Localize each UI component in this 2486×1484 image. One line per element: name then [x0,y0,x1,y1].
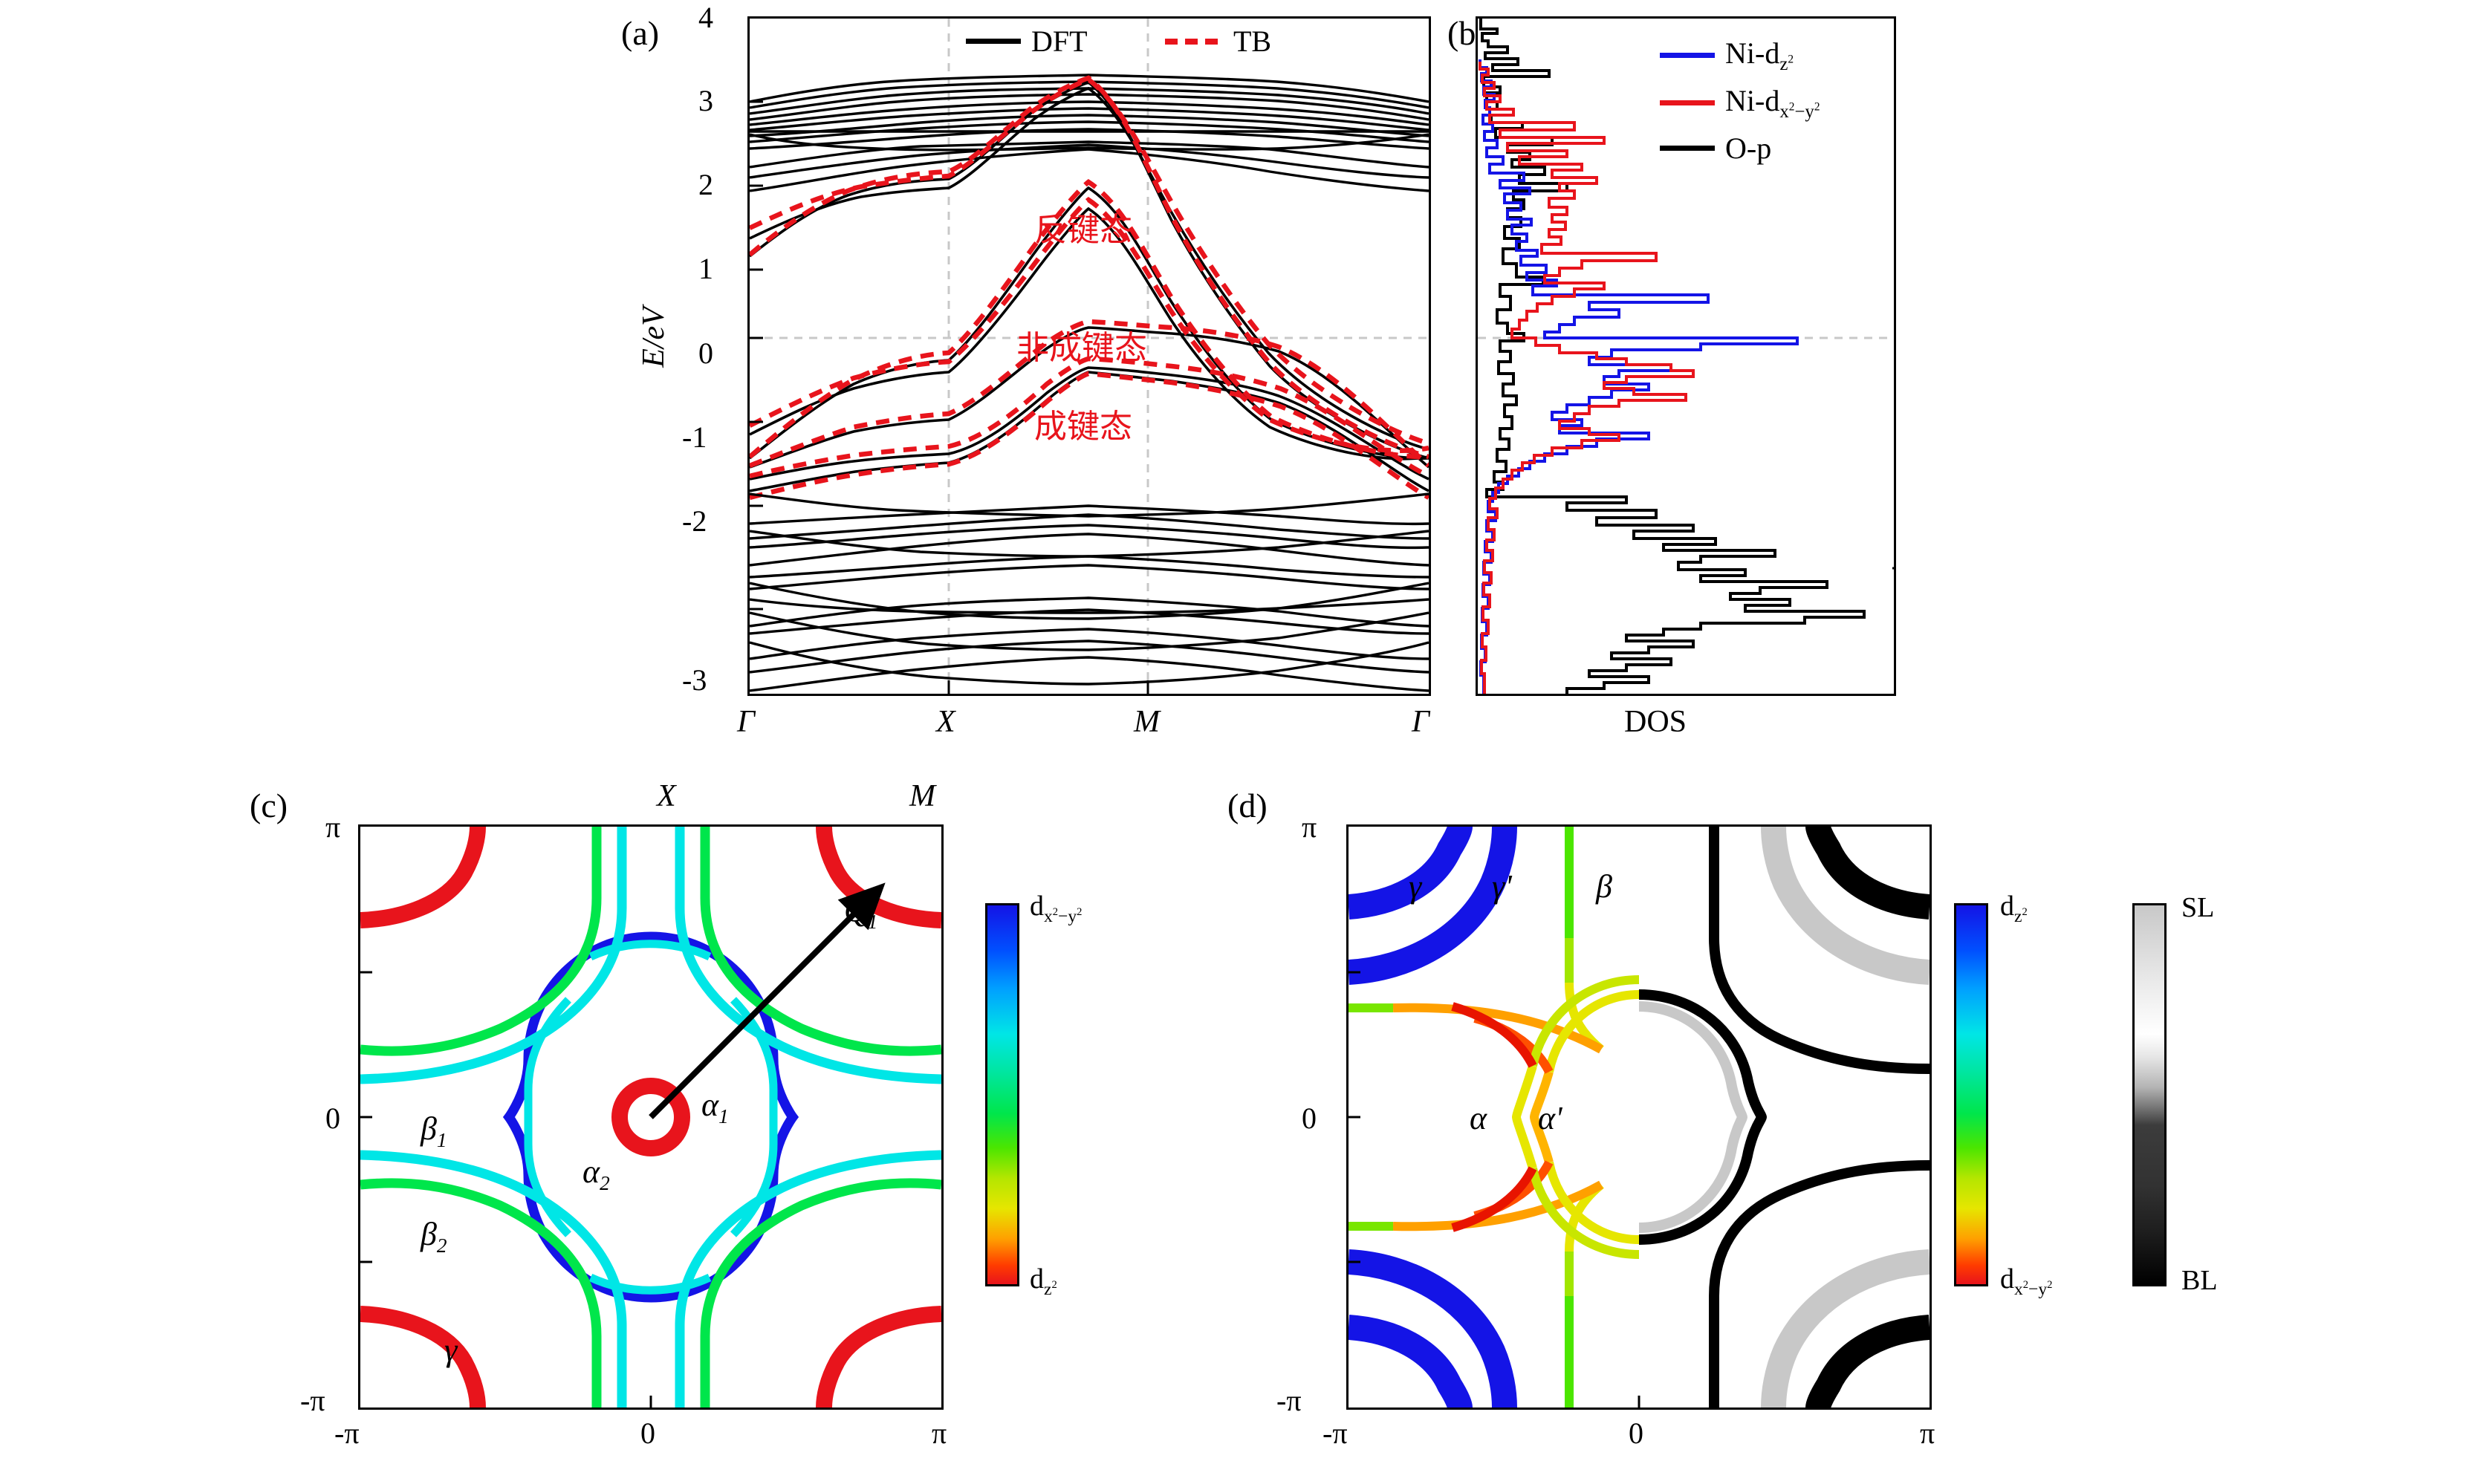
panel-d-xtick-pi: π [1920,1416,1935,1450]
panel-d-ytick-pi: π [1302,810,1317,844]
panel-c-ytick-mpi: -π [300,1384,325,1417]
dft-legend-label: DFT [1031,25,1088,58]
panel-a-ytick-3: 3 [698,84,713,117]
panel-b-dos [1478,19,1894,694]
panel-d-colorbar-layer-top-label: SL [2181,892,2215,923]
panel-a-xtick-gamma2: Γ [1412,705,1429,739]
panel-c-ytick-0: 0 [325,1101,340,1135]
panel-b-xlabel: DOS [1624,705,1687,739]
ni-dz2-swatch [1660,53,1715,58]
panel-c-colorbar-top-label: dx2−y2 [1030,891,1083,926]
panel-d-label-gamma: γ [1409,868,1422,905]
panel-d-label-beta: β [1596,868,1612,905]
panel-c-label-alpha1: α1 [701,1087,729,1127]
tb-line-swatch [1165,38,1223,45]
panel-a-xtick-x: X [936,705,955,739]
sl-pocket-br [1761,1249,1930,1407]
sl-alpha-sheet [1638,1001,1748,1233]
gamma-pocket-tl [1349,827,1517,985]
panel-c-label-alpha2: α2 [582,1153,610,1194]
ni-dx2y2-swatch [1660,100,1715,105]
panel-c-colorbar [985,903,1019,1286]
panel-c-xtick-mpi: -π [334,1416,360,1450]
panel-c-ytick-pi: π [325,810,341,844]
q1-arrow [649,882,886,1119]
panel-d-label-gamma-prime: γ' [1492,868,1512,905]
panel-a-plot-frame [747,16,1431,696]
panel-a-legend-dft: DFT [966,24,1088,59]
panel-d-plot-frame [1346,824,1932,1410]
panel-d-label-alpha-prime: α' [1538,1100,1562,1136]
alpha-prime-sheet-d [1451,975,1640,1259]
panel-a-xtick-gamma1: Γ [737,705,755,739]
beta2-sheet [360,827,941,1407]
panel-c-tag: (c) [250,787,288,824]
panel-d-colorbar-layer-bottom-label: BL [2181,1265,2218,1296]
panel-b-legend-o-p: O-p [1660,131,1771,166]
panel-c-xtick-0: 0 [640,1416,655,1450]
panel-d-ytick-mpi: -π [1276,1384,1302,1417]
alpha1-sheet [611,1078,690,1156]
tb-legend-label: TB [1233,25,1272,58]
panel-a-ytick-m2: -2 [682,504,707,538]
panel-d-fermi-surface [1349,827,1930,1407]
panel-c-label-q1: Q1 [844,892,878,933]
panel-c-fermi-surface [360,827,941,1407]
panel-c-colorbar-bottom-label: dz2 [1030,1263,1057,1299]
panel-a-ytick-m1: -1 [682,420,707,454]
panel-d-xtick-0: 0 [1629,1416,1643,1450]
panel-c-xtick-pi: π [932,1416,947,1450]
panel-a-ytick-1: 1 [698,252,713,285]
panel-c-label-beta2: β2 [421,1216,447,1257]
panel-c-plot-frame [358,824,944,1410]
panel-a-ytick-m3: -3 [682,663,707,697]
panel-d-colorbar-layer [2132,903,2167,1286]
panel-a-ylabel: E/eV [637,307,671,368]
gamma-pocket-bl [1349,1249,1517,1407]
bl-pocket-tr [1805,827,1930,920]
annotation-bonding: 成键态 [1034,408,1132,446]
panel-a-tag: (a) [621,14,660,52]
panel-b-legend-ni-dz2: Ni-dz2 [1660,36,1794,75]
ni-dz2-legend-label: Ni-dz2 [1725,36,1794,74]
annotation-nonbonding: 非成键态 [1016,329,1147,367]
panel-d-colorbar-orbital [1954,903,1988,1286]
panel-c-label-beta1: β1 [421,1110,447,1151]
beta1-sheet [360,827,941,1407]
o-p-legend-label: O-p [1725,131,1772,165]
panel-a-bands [750,19,1429,694]
bl-pocket-br [1805,1315,1930,1407]
panel-c-top-label-m: M [909,779,935,813]
panel-d-xtick-mpi: -π [1322,1416,1348,1450]
annotation-antibonding: 反键态 [1034,211,1132,249]
bl-beta-sheet [1709,827,1930,1074]
ni-dx2y2-legend-label: Ni-dx2−y2 [1725,84,1820,122]
panel-b-plot-frame [1476,16,1896,696]
panel-a-xtick-m: M [1134,705,1160,739]
panel-c-label-gamma: γ [444,1332,458,1368]
panel-a-ytick-2: 2 [698,168,713,201]
gamma-sheet [360,827,941,1407]
panel-d-tag: (d) [1227,787,1268,824]
panel-d-colorbar-orbital-bottom-label: dx2−y2 [2000,1263,2053,1299]
panel-a-ytick-4: 4 [698,1,713,34]
panel-a-ytick-0: 0 [698,336,713,370]
bl-alpha-sheet [1638,989,1768,1245]
panel-c-top-label-x: X [657,779,676,813]
panel-d-colorbar-orbital-top-label: dz2 [2000,891,2028,926]
sl-pocket-tr [1761,827,1930,985]
o-p-swatch [1660,146,1715,151]
panel-d-ytick-0: 0 [1302,1101,1317,1135]
panel-a-legend-tb: TB [1165,24,1271,59]
panel-b-legend-ni-dx2y2: Ni-dx2−y2 [1660,83,1820,123]
dft-line-swatch [966,39,1021,44]
panel-d-label-alpha: α [1470,1100,1487,1136]
